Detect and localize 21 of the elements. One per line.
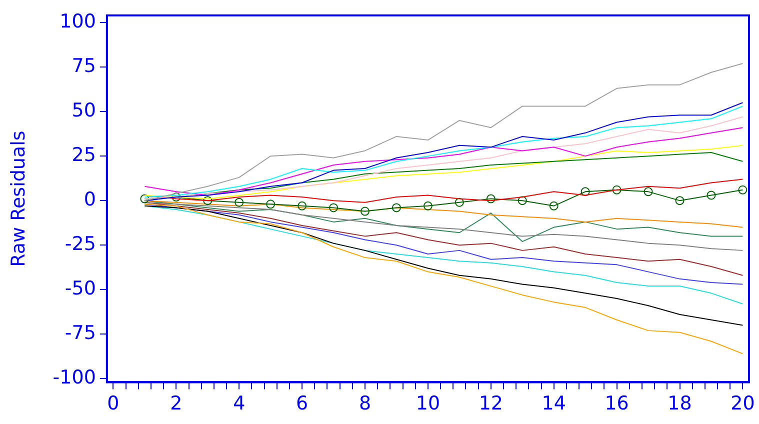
x-tick-label: 6 (296, 392, 308, 415)
x-tick-label: 20 (730, 392, 755, 415)
y-tick-label: -25 (64, 233, 96, 256)
x-tick-label: 0 (107, 392, 120, 415)
y-axis-title: Raw Residuals (7, 130, 30, 267)
x-tick-label: 8 (358, 392, 372, 415)
y-tick-label: 100 (60, 10, 96, 32)
y-tick-label: 25 (72, 144, 96, 166)
y-tick-label: -50 (64, 278, 96, 300)
x-tick-label: 4 (233, 392, 246, 415)
y-tick-label: -75 (64, 322, 96, 344)
x-tick-label: 18 (668, 392, 692, 415)
x-tick-label: 14 (542, 392, 566, 415)
x-tick-label: 12 (478, 392, 504, 415)
x-tick-label: 10 (416, 392, 440, 415)
y-tick-label: 75 (72, 54, 96, 77)
x-tick-label: 16 (604, 392, 629, 415)
y-tick-label: 50 (72, 99, 96, 122)
x-tick-label: 2 (170, 392, 182, 415)
y-tick-label: 0 (84, 188, 96, 211)
y-tick-label: -100 (52, 366, 96, 389)
